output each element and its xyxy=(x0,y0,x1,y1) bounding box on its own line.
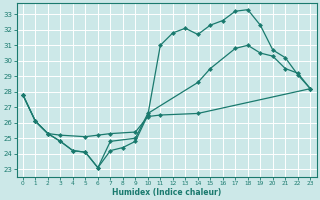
X-axis label: Humidex (Indice chaleur): Humidex (Indice chaleur) xyxy=(112,188,221,197)
